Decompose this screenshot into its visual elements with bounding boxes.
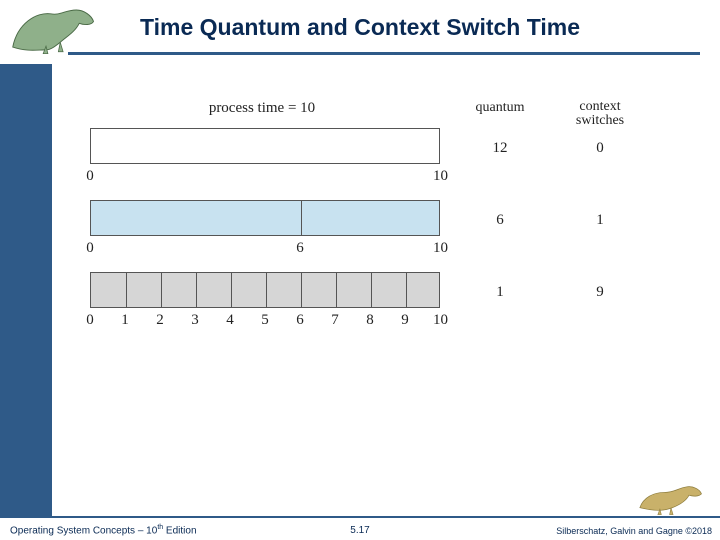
column-header-context: context switches <box>560 100 640 128</box>
bar-row-2 <box>90 200 440 236</box>
segment-divider <box>301 201 302 235</box>
segment-divider <box>336 273 337 307</box>
axis-tick-label: 0 <box>83 240 97 257</box>
column-header-quantum: quantum <box>470 100 530 115</box>
bar-row-3 <box>90 272 440 308</box>
axis-tick-label: 7 <box>328 312 342 329</box>
bar-row-1 <box>90 128 440 164</box>
segment-divider <box>161 273 162 307</box>
axis-tick-label: 1 <box>118 312 132 329</box>
segment-divider <box>231 273 232 307</box>
context-header-l1: context <box>579 99 620 114</box>
context-value-3: 9 <box>560 284 640 301</box>
footer-right: Silberschatz, Galvin and Gagne ©2018 <box>556 526 712 536</box>
quantum-value-2: 6 <box>470 212 530 229</box>
process-time-label: process time = 10 <box>172 100 352 117</box>
axis-tick-label: 4 <box>223 312 237 329</box>
segment-mid-label: 6 <box>293 240 307 257</box>
axis-tick-label: 9 <box>398 312 412 329</box>
diagram: process time = 10 quantum context switch… <box>90 100 670 360</box>
axis-tick-label: 10 <box>433 240 447 257</box>
context-header-l2: switches <box>576 113 624 128</box>
segment-divider <box>406 273 407 307</box>
dinosaur-bottom-icon <box>636 480 706 516</box>
axis-tick-label: 3 <box>188 312 202 329</box>
left-stripe <box>0 0 52 540</box>
axis-tick-label: 8 <box>363 312 377 329</box>
footer: Operating System Concepts – 10th Edition… <box>0 516 720 540</box>
page-title: Time Quantum and Context Switch Time <box>0 14 720 41</box>
header: Time Quantum and Context Switch Time <box>0 0 720 64</box>
context-value-2: 1 <box>560 212 640 229</box>
slide-page: Time Quantum and Context Switch Time pro… <box>0 0 720 540</box>
segment-divider <box>371 273 372 307</box>
segment-divider <box>301 273 302 307</box>
quantum-value-3: 1 <box>470 284 530 301</box>
axis-tick-label: 6 <box>293 312 307 329</box>
axis-tick-label: 10 <box>433 312 447 329</box>
segment-divider <box>196 273 197 307</box>
segment-divider <box>126 273 127 307</box>
title-rule <box>68 52 700 55</box>
context-value-1: 0 <box>560 140 640 157</box>
segment-divider <box>266 273 267 307</box>
axis-tick-label: 10 <box>433 168 447 185</box>
axis-tick-label: 5 <box>258 312 272 329</box>
axis-tick-label: 2 <box>153 312 167 329</box>
axis-tick-label: 0 <box>83 168 97 185</box>
axis-tick-label: 0 <box>83 312 97 329</box>
quantum-value-1: 12 <box>470 140 530 157</box>
